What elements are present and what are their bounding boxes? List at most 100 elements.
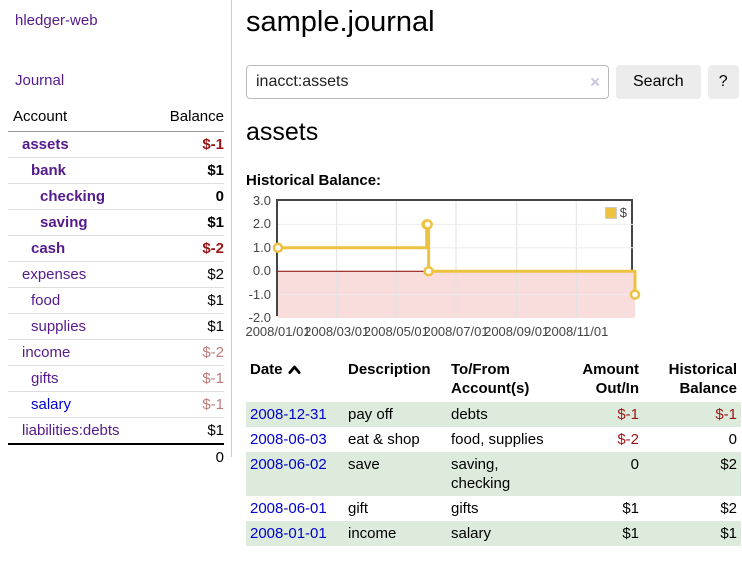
account-balance: $-2 xyxy=(149,235,224,262)
register-balance: 0 xyxy=(728,431,737,448)
sidebar-nav: Journal xyxy=(8,72,225,89)
accounts-col-account: Account xyxy=(8,105,150,132)
account-link-cash[interactable]: cash xyxy=(31,240,66,257)
register-col-label: To/From Account(s) xyxy=(451,361,530,397)
app: hledger-web Journal Account Balance asse… xyxy=(0,0,742,546)
y-axis-tick-label: -1.0 xyxy=(248,286,271,302)
sidebar-account-row: bank $1 xyxy=(8,157,224,184)
y-axis-tick-label: 0.0 xyxy=(252,263,271,279)
account-link-bank[interactable]: bank xyxy=(31,162,67,179)
register-row: 2008-06-01 gift gifts $1 $2 xyxy=(246,496,741,521)
account-title: assets xyxy=(246,118,319,146)
search-input[interactable] xyxy=(246,65,609,99)
register-accounts: debts xyxy=(451,406,488,423)
sidebar-account-row: gifts $-1 xyxy=(8,365,224,392)
sidebar-account-row: expenses $2 xyxy=(8,261,224,288)
register-date-cell: 2008-06-03 xyxy=(246,427,344,452)
sidebar-account-row: assets $-1 xyxy=(8,131,224,158)
accounts-col-balance: Balance xyxy=(149,105,224,132)
register-description: eat & shop xyxy=(348,431,420,448)
register-date-cell: 2008-01-01 xyxy=(246,521,344,546)
account-balance: 0 xyxy=(149,183,224,210)
account-link-food[interactable]: food xyxy=(31,292,61,309)
clear-search-icon[interactable]: × xyxy=(590,72,600,92)
y-axis-tick-label: 2.0 xyxy=(252,216,271,232)
account-link-gifts[interactable]: gifts xyxy=(31,370,59,387)
accounts-total-row: 0 xyxy=(8,443,224,470)
chart-canvas xyxy=(272,201,641,318)
account-link-saving[interactable]: saving xyxy=(40,214,88,231)
register-date-cell: 2008-06-01 xyxy=(246,496,344,521)
x-axis-tick-label: 2008/01/01 xyxy=(245,324,311,339)
account-balance: $-1 xyxy=(149,391,224,418)
sidebar-account-row: saving $1 xyxy=(8,209,224,236)
sidebar: hledger-web Journal Account Balance asse… xyxy=(0,0,232,470)
register-balance: $2 xyxy=(720,500,737,517)
register-col-date[interactable]: Date xyxy=(246,358,344,402)
sidebar-account-row: cash $-2 xyxy=(8,235,224,262)
register-date-cell: 2008-06-02 xyxy=(246,452,344,496)
account-balance: $1 xyxy=(149,313,224,340)
x-axis-tick-label: 2008/05/01 xyxy=(363,324,429,339)
account-name-cell: gifts xyxy=(8,365,150,392)
legend-swatch-icon xyxy=(604,206,617,219)
register-balance: $-1 xyxy=(715,406,737,423)
x-axis-tick-label: 2008/09/01 xyxy=(484,324,550,339)
x-axis-tick-label: 2008/03/01 xyxy=(304,324,370,339)
search-input-wrap: × xyxy=(246,65,609,99)
register-date-link[interactable]: 2008-12-31 xyxy=(250,406,327,423)
register-accounts: food, supplies xyxy=(451,431,544,448)
search-button[interactable]: Search xyxy=(616,65,701,99)
sidebar-account-row: supplies $1 xyxy=(8,313,224,340)
brand-link[interactable]: hledger-web xyxy=(15,12,98,29)
account-link-liabilities-debts[interactable]: liabilities:debts xyxy=(22,422,120,439)
y-axis-tick-label: 1.0 xyxy=(252,239,271,255)
register-col-label: Amount Out/In xyxy=(582,361,639,397)
account-balance: $1 xyxy=(149,287,224,314)
account-name-cell: expenses xyxy=(8,261,150,288)
register-col-description: Description xyxy=(344,358,447,402)
register-date-link[interactable]: 2008-06-03 xyxy=(250,431,327,448)
accounts-header-row: Account Balance xyxy=(8,105,224,132)
main-panel: sample.journal × Search ? assets Histori… xyxy=(232,0,742,546)
register-row: 2008-06-02 save saving, checking 0 $2 xyxy=(246,452,741,496)
register-col-to-from-account-s: To/From Account(s) xyxy=(447,358,559,402)
page-title: sample.journal xyxy=(246,6,435,38)
register-date-link[interactable]: 2008-01-01 xyxy=(250,525,327,542)
account-name-cell: saving xyxy=(8,209,150,236)
account-balance: $-1 xyxy=(149,365,224,392)
account-name-cell: checking xyxy=(8,183,150,210)
accounts-table: Account Balance assets $-1 bank $1 checking 0… xyxy=(8,105,224,470)
register-accounts: salary xyxy=(451,525,492,542)
search-bar: × Search ? xyxy=(246,65,742,99)
register-date-link[interactable]: 2008-06-01 xyxy=(250,500,327,517)
account-balance: $-1 xyxy=(149,131,224,158)
register-amount: $1 xyxy=(622,500,639,517)
register-amount: $-1 xyxy=(617,406,639,423)
register-description: income xyxy=(348,525,397,542)
register-row: 2008-06-03 eat & shop food, supplies $-2 0 xyxy=(246,427,741,452)
account-balance: $1 xyxy=(149,157,224,184)
sidebar-account-row: salary $-1 xyxy=(8,391,224,418)
register-col-label: Historical Balance xyxy=(668,361,737,397)
accounts-total-value: 0 xyxy=(149,443,224,470)
register-table: Date Description To/From Account(s) Amount … xyxy=(246,358,741,546)
register-col-historical-balance: Historical Balance xyxy=(643,358,741,402)
account-link-expenses[interactable]: expenses xyxy=(22,266,87,283)
register-amount: 0 xyxy=(630,456,639,473)
account-link-assets[interactable]: assets xyxy=(22,136,69,153)
account-link-income[interactable]: income xyxy=(22,344,71,361)
x-axis-tick-label: 2008/07/01 xyxy=(423,324,489,339)
register-date-link[interactable]: 2008-06-02 xyxy=(250,456,327,473)
account-link-checking[interactable]: checking xyxy=(40,188,106,205)
account-name-cell: supplies xyxy=(8,313,150,340)
help-button[interactable]: ? xyxy=(707,65,739,99)
register-accounts: gifts xyxy=(451,500,479,517)
y-axis-tick-label: 3.0 xyxy=(252,193,271,208)
register-balance: $1 xyxy=(720,525,737,542)
account-link-salary[interactable]: salary xyxy=(31,396,72,413)
sidebar-item-journal[interactable]: Journal xyxy=(15,72,65,89)
account-link-supplies[interactable]: supplies xyxy=(31,318,87,335)
sidebar-account-row: income $-2 xyxy=(8,339,224,366)
register-amount: $-2 xyxy=(617,431,639,448)
